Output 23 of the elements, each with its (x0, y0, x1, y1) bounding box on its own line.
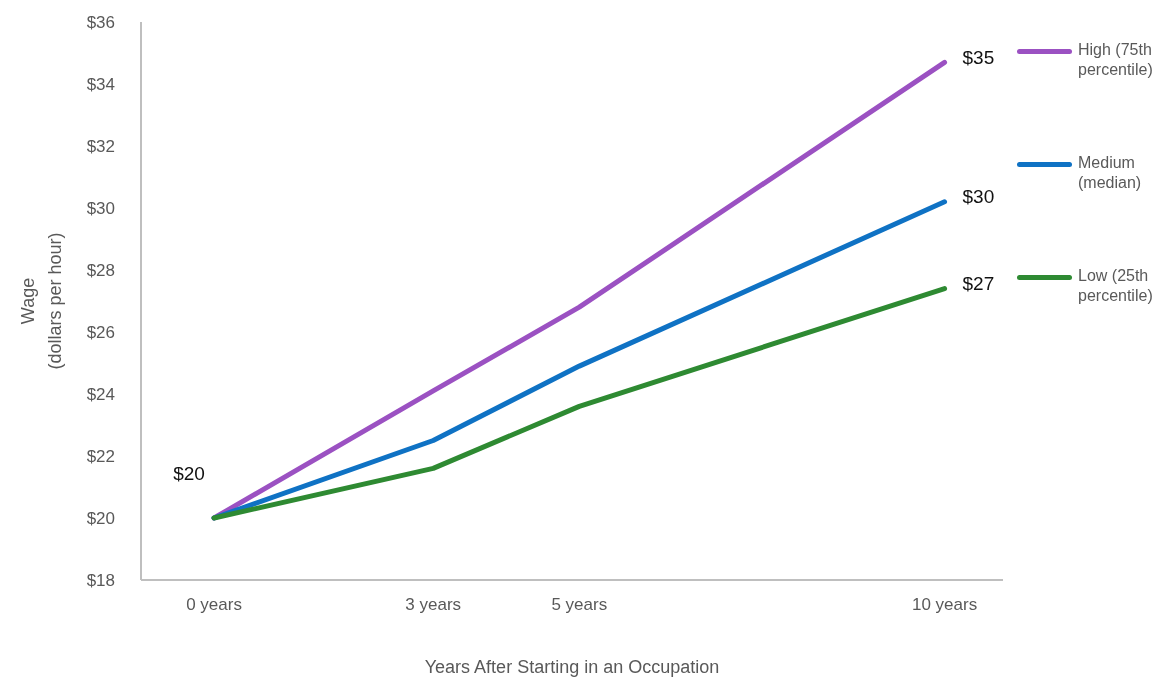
data-label: $35 (962, 46, 995, 68)
x-tick-label: 10 years (911, 595, 978, 615)
data-label: $20 (173, 462, 205, 484)
legend-label: Medium (median) (1078, 153, 1143, 193)
y-tick-label: $20 (86, 509, 115, 529)
y-axis-title: Wage (dollars per hour) (17, 232, 65, 370)
y-tick-label: $32 (86, 137, 115, 157)
y-tick-label: $26 (86, 323, 115, 343)
y-tick-label: $36 (86, 13, 115, 33)
legend-label: Low (25th percentile) (1078, 266, 1154, 306)
x-tick-label: 0 years (186, 595, 242, 615)
y-tick-label: $24 (86, 385, 115, 405)
legend-label: High (75th percentile) (1078, 40, 1154, 80)
y-tick-label: $18 (86, 571, 115, 591)
y-tick-label: $28 (86, 261, 115, 281)
data-label: $30 (962, 186, 995, 208)
y-tick-label: $22 (86, 447, 115, 467)
data-label: $27 (962, 273, 995, 295)
x-tick-label: 3 years (405, 595, 462, 615)
y-tick-label: $30 (86, 199, 115, 219)
x-tick-label: 5 years (551, 595, 608, 615)
x-axis-title: Years After Starting in an Occupation (424, 657, 720, 677)
y-tick-label: $34 (86, 75, 115, 95)
